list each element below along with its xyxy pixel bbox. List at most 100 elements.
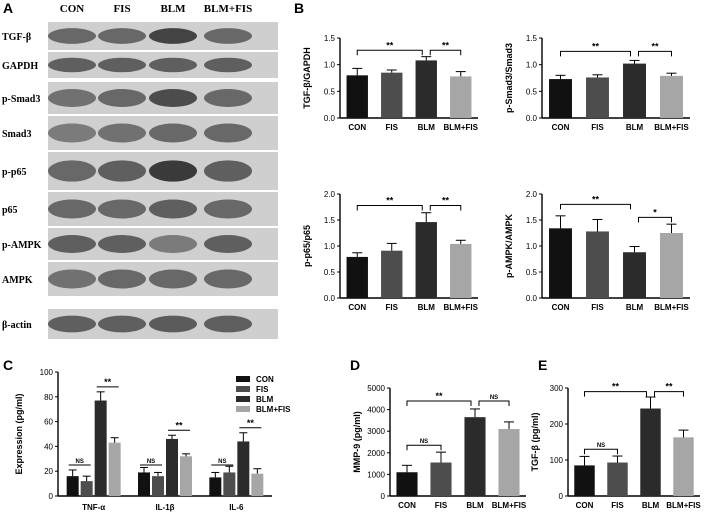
significance-label: NS (147, 459, 155, 465)
significance-label: ** (247, 418, 255, 428)
panel-letter-e: E (538, 357, 548, 373)
bar-fis (223, 472, 236, 496)
blot-band (48, 199, 96, 219)
blot-band (48, 57, 96, 73)
significance-label: NS (218, 459, 226, 465)
panel-letter-b: B (294, 0, 305, 16)
significance-label: ** (442, 195, 450, 205)
significance-bracket (356, 204, 423, 211)
bar-blm (640, 408, 661, 496)
y-tick-label: 1000 (367, 470, 385, 479)
protein-label: p-p65 (2, 167, 26, 178)
bar-blm-fis (660, 75, 683, 118)
y-tick-label: 0 (49, 492, 54, 501)
legend-swatch (236, 406, 250, 412)
significance-bracket (584, 391, 647, 397)
bar-blm (415, 60, 437, 118)
y-tick-label: 1.5 (526, 216, 538, 225)
protein-label: β-actin (2, 320, 32, 331)
bar-fis (430, 462, 452, 496)
bar-con (574, 465, 595, 496)
y-tick-label: 100 (40, 368, 54, 377)
chart-mmp9: 0 1000 2000 3000 4000 5000 MMP-9 (pg/ml) CON FIS… (352, 384, 527, 510)
category-label: BLM (418, 123, 436, 132)
bar-blm (623, 63, 646, 118)
y-tick-label: 0.5 (324, 87, 336, 96)
category-label: BLM (642, 501, 660, 510)
legend-swatch (236, 396, 250, 402)
category-label: BLM+FIS (666, 501, 701, 510)
significance-label: ** (104, 377, 112, 387)
significance-bracket (638, 50, 672, 57)
blot-band (204, 269, 252, 289)
y-tick-label: 1.0 (324, 61, 336, 70)
significance-label: ** (442, 40, 450, 50)
significance-bracket (560, 203, 631, 210)
bar-blm (237, 441, 250, 496)
y-tick-label: 0.5 (526, 87, 538, 96)
y-tick-label: 5000 (367, 384, 385, 393)
blot-band (149, 160, 197, 182)
blot-band (98, 57, 146, 73)
bar-con (209, 477, 222, 496)
blot-band (149, 199, 197, 219)
significance-bracket (429, 204, 462, 211)
y-axis-label: p-AMPK/AMPK (504, 214, 514, 278)
significance-label: ** (592, 41, 600, 51)
blot-band (149, 89, 197, 107)
blot-band (149, 123, 197, 143)
y-tick-label: 0.5 (526, 268, 538, 277)
bar-blm-fis (108, 442, 121, 496)
y-axis-label: Expression (pg/ml) (14, 393, 24, 474)
bar-blm-fis (673, 437, 694, 496)
y-tick-label: 0.0 (324, 294, 336, 303)
significance-label: ** (386, 195, 394, 205)
chart-cytokine-expression: 0 20 40 60 80 100 Expression (pg/ml) TNF-α IL-1β… (14, 368, 291, 512)
bar-fis (607, 462, 628, 496)
blot-band (48, 235, 96, 253)
y-tick-label: 40 (44, 442, 53, 451)
y-tick-label: 20 (44, 467, 53, 476)
group-label: IL-6 (229, 503, 244, 512)
blot-band (48, 28, 96, 44)
y-tick-label: 1.0 (526, 242, 538, 251)
significance-label: ** (386, 40, 394, 50)
blot-band (98, 269, 146, 289)
protein-label: p-Smad3 (2, 94, 40, 105)
y-tick-label: 1.5 (324, 34, 336, 43)
significance-label: ** (175, 420, 183, 430)
y-tick-label: 300 (550, 384, 564, 393)
category-label: CON (348, 303, 366, 312)
bar-con (396, 472, 418, 496)
blot-band (149, 269, 197, 289)
chart-tgfb-elisa: 0 100 200 300 TGF-β (pg/ml) CON FIS BLM BLM+FIS N… (530, 382, 701, 510)
y-tick-label: 60 (44, 418, 53, 427)
significance-label: NS (490, 395, 498, 401)
significance-bracket (560, 50, 631, 57)
blot-band (204, 160, 252, 182)
category-label: FIS (386, 123, 399, 132)
panel-letter-c: C (3, 357, 14, 373)
protein-label: TGF-β (2, 32, 31, 43)
significance-bracket (584, 448, 618, 455)
bar-blm (166, 438, 178, 496)
legend-label: FIS (256, 385, 269, 394)
y-tick-label: 0.5 (324, 268, 336, 277)
y-axis-label: MMP-9 (pg/ml) (352, 411, 362, 473)
significance-bracket (638, 216, 672, 223)
category-label: FIS (591, 303, 604, 312)
bar-con (549, 228, 572, 298)
category-label: FIS (435, 501, 448, 510)
bar-blm-fis (450, 243, 472, 298)
protein-label: p-AMPK (2, 240, 42, 251)
category-label: FIS (591, 123, 604, 132)
bar-con (549, 79, 572, 118)
y-tick-label: 0.0 (526, 114, 538, 123)
y-tick-label: 4000 (367, 406, 385, 415)
significance-label: NS (420, 439, 428, 445)
category-label: BLM (466, 501, 484, 510)
significance-bracket (406, 444, 442, 451)
bar-fis (586, 77, 609, 118)
category-label: FIS (386, 303, 399, 312)
bar-blm (94, 400, 107, 496)
